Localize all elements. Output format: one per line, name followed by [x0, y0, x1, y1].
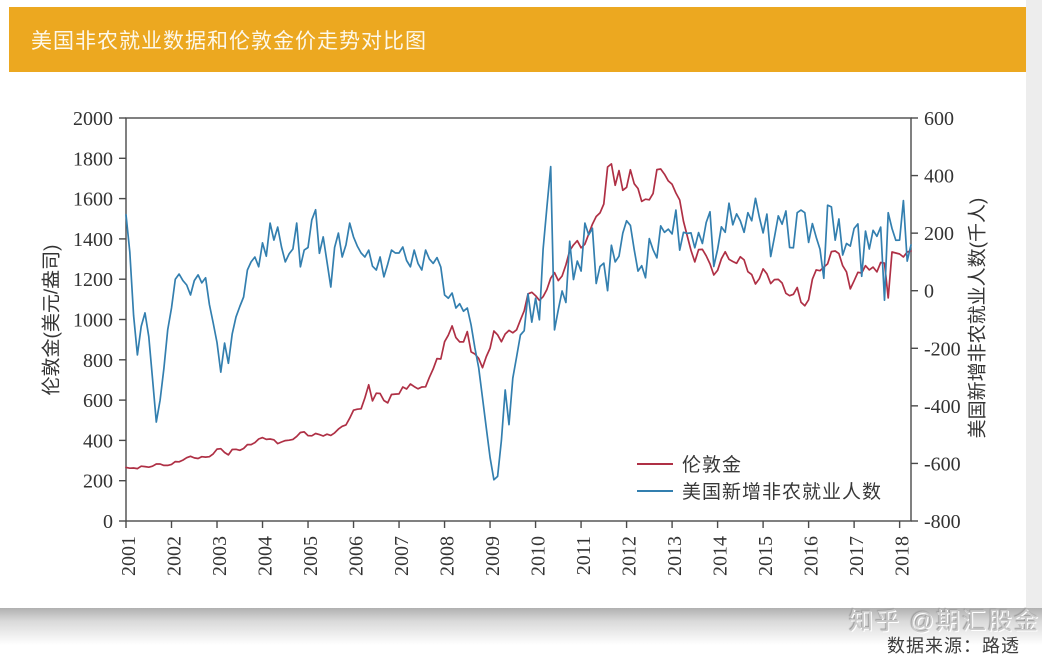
x-axis-tick-label: 2017 [846, 536, 868, 576]
right-axis-tick-label: 400 [924, 166, 954, 188]
data-source-label: 数据来源：路透 [887, 636, 1020, 656]
legend-item-nfp: 美国新增非农就业人数 [637, 477, 882, 504]
x-axis-tick-label: 2003 [209, 536, 231, 576]
page-title: 美国非农就业数据和伦敦金价走势对比图 [31, 29, 427, 53]
left-axis-tick-label: 600 [83, 390, 113, 412]
x-axis-tick-label: 2011 [573, 536, 595, 575]
x-axis-tick-label: 2004 [255, 536, 277, 576]
left-axis-tick-label: 1600 [73, 189, 113, 211]
left-axis-tick-label: 200 [83, 471, 113, 493]
x-axis-tick-label: 2016 [801, 536, 823, 576]
right-axis-tick-label: 200 [924, 223, 954, 245]
legend-swatch-nfp [637, 489, 673, 492]
x-axis-tick-label: 2008 [437, 536, 459, 576]
x-axis-tick-label: 2018 [892, 536, 914, 576]
x-axis-tick-label: 2015 [755, 536, 777, 576]
x-axis-tick-label: 2002 [164, 536, 186, 576]
shadow-band [0, 608, 1042, 645]
x-axis-tick-label: 2001 [118, 536, 140, 576]
legend-swatch-gold [637, 462, 673, 465]
right-axis-tick-label: -800 [924, 511, 961, 533]
y-axis-right-label: 美国新增非农就业人数(千人) [967, 197, 989, 439]
left-axis-tick-label: 0 [103, 511, 113, 533]
x-axis-tick-label: 2012 [619, 536, 641, 576]
right-axis-tick-label: -200 [924, 338, 961, 360]
right-axis-tick-label: -400 [924, 396, 961, 418]
watermark: 知乎 @期汇股金 [848, 608, 1040, 635]
legend-label-nfp: 美国新增非农就业人数 [682, 482, 883, 503]
content-card: 美国非农就业数据和伦敦金价走势对比图 0 200 400 600 800 1000 1200… [9, 7, 1026, 576]
right-axis-tick-label: -600 [924, 453, 961, 475]
left-axis-tick-label: 1800 [73, 148, 113, 170]
left-axis-tick-label: 1000 [73, 310, 113, 332]
left-axis-tick-label: 400 [83, 430, 113, 452]
page-right-gutter [1026, 0, 1042, 608]
x-axis-tick-label: 2009 [482, 536, 504, 576]
right-axis-tick-label: 0 [924, 281, 934, 303]
left-axis-tick-label: 1200 [73, 269, 113, 291]
x-axis-tick-label: 2005 [300, 536, 322, 576]
left-axis-tick-label: 2000 [73, 108, 113, 130]
right-axis-tick-label: 600 [924, 108, 954, 130]
left-axis-tick-label: 1400 [73, 229, 113, 251]
y-axis-left-label: 伦敦金(美元/盎司) [41, 244, 63, 396]
x-axis-tick-label: 2006 [346, 536, 368, 576]
legend-label-gold: 伦敦金 [682, 455, 743, 476]
x-axis-tick-label: 2010 [528, 536, 550, 576]
comparison-chart: 0200400600800100012001400160018002000-80… [73, 108, 961, 576]
series-gold-line [125, 163, 912, 470]
series-nfp-line [125, 165, 912, 481]
left-axis-tick-label: 800 [83, 350, 113, 372]
x-axis-tick-label: 2014 [710, 536, 732, 576]
title-bar: 美国非农就业数据和伦敦金价走势对比图 [9, 7, 1026, 72]
legend: 伦敦金 美国新增非农就业人数 [637, 450, 882, 504]
legend-item-gold: 伦敦金 [637, 450, 882, 477]
x-axis-tick-label: 2013 [664, 536, 686, 576]
x-axis-tick-label: 2007 [391, 536, 413, 576]
